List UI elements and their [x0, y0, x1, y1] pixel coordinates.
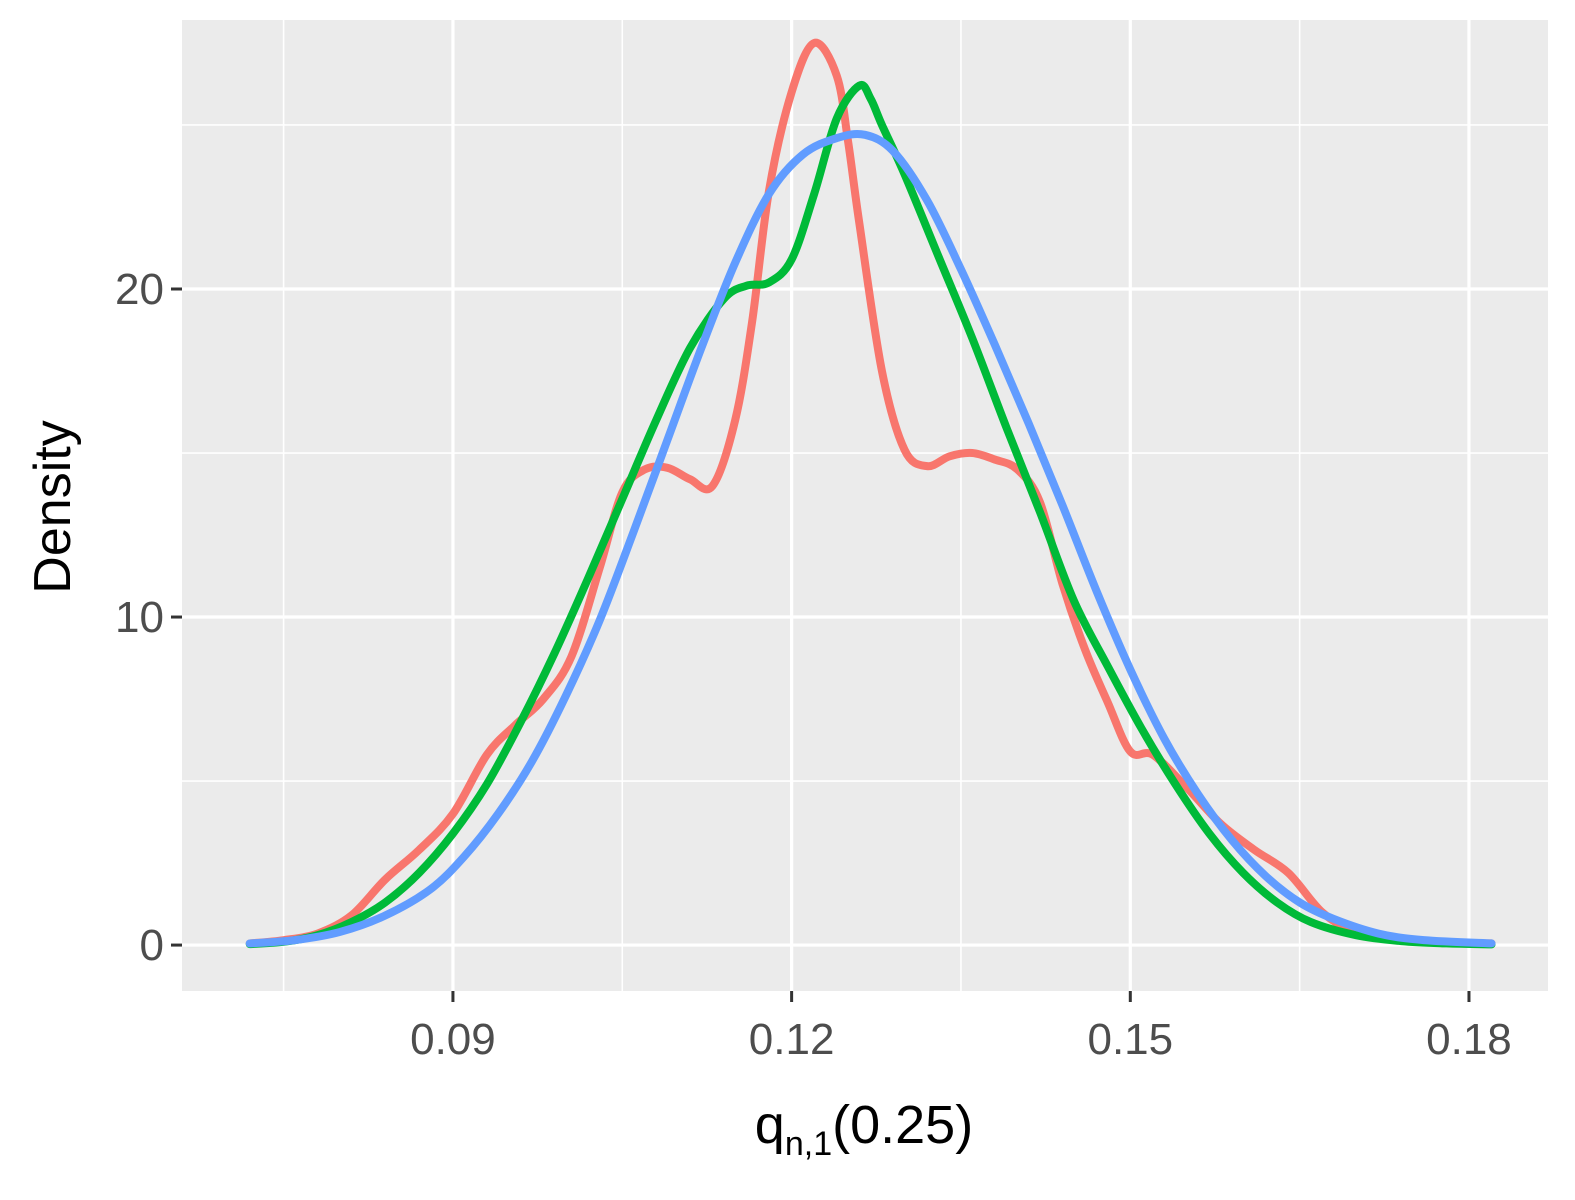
x-axis: 0.09 0.12 0.15 0.18: [410, 991, 1512, 1064]
x-axis-title-argument: (0.25): [832, 1095, 973, 1155]
x-tick-label: 0.12: [749, 1015, 835, 1064]
y-axis: 0 10 20: [115, 265, 182, 970]
x-axis-title-main: q: [755, 1095, 785, 1155]
x-tick-label: 0.15: [1087, 1015, 1173, 1064]
minor-gridlines: [182, 20, 1548, 991]
y-tick-label: 20: [115, 265, 164, 314]
x-tick-label: 0.18: [1426, 1015, 1512, 1064]
y-tick-label: 0: [140, 921, 164, 970]
density-curve-2: [245, 81, 1496, 949]
x-axis-title-subscript: n,1: [785, 1125, 832, 1163]
x-tick-label: 0.09: [410, 1015, 496, 1064]
y-tick-label: 10: [115, 593, 164, 642]
density-curves: [245, 38, 1496, 949]
panel-background: [182, 20, 1548, 991]
density-curve-3: [245, 129, 1496, 948]
y-axis-title: Density: [24, 420, 82, 593]
x-axis-title: qn,1(0.25): [755, 1095, 973, 1163]
